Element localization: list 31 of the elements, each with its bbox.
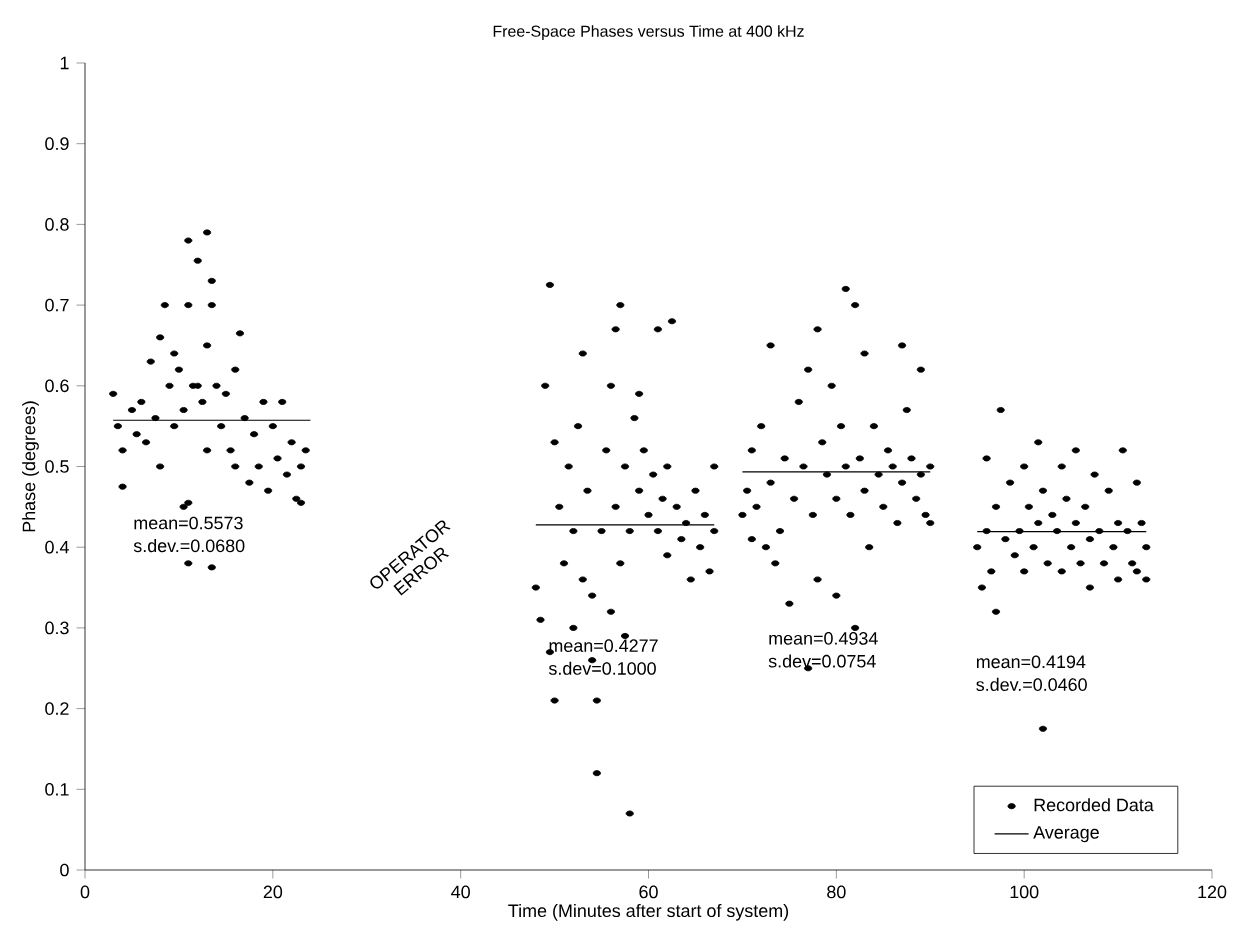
y-tick-label: 0.7 bbox=[45, 298, 69, 312]
x-tick-label: 60 bbox=[639, 885, 658, 899]
annotation: mean=0.4934 bbox=[769, 632, 878, 645]
annotation: s.dev=0.0754 bbox=[768, 654, 876, 668]
x-tick-label: 120 bbox=[1198, 885, 1227, 899]
y-axis-title: Phase (degrees) bbox=[22, 401, 39, 532]
y-tick-label: 0.9 bbox=[45, 137, 69, 151]
x-tick-label: 20 bbox=[263, 885, 283, 899]
y-tick-label: 0.8 bbox=[45, 218, 69, 231]
annotation: mean=0.4194 bbox=[976, 655, 1086, 669]
annotation: s.dev.=0.0460 bbox=[976, 677, 1087, 691]
x-tick-label: 80 bbox=[827, 885, 846, 899]
annotation: s.dev.=0.0680 bbox=[133, 538, 245, 553]
y-tick-label: 0 bbox=[60, 863, 69, 877]
y-tick-label: 0.6 bbox=[45, 379, 69, 393]
y-tick-label: 0.2 bbox=[45, 702, 69, 715]
y-tick-label: 1 bbox=[60, 56, 69, 70]
legend-label: Recorded Data bbox=[1034, 798, 1154, 812]
x-axis-title: Time (Minutes after start of system) bbox=[508, 903, 789, 921]
annotation: s.dev=0.1000 bbox=[548, 661, 656, 675]
x-tick-label: 0 bbox=[80, 885, 90, 899]
chart-title: Free-Space Phases versus Time at 400 kHz bbox=[493, 25, 804, 40]
y-tick-label: 0.1 bbox=[45, 782, 69, 796]
legend-label: Average bbox=[1033, 826, 1099, 843]
x-tick-label: 100 bbox=[1010, 885, 1039, 899]
y-tick-label: 0.5 bbox=[45, 460, 69, 473]
annotation: mean=0.4277 bbox=[549, 639, 658, 653]
y-tick-label: 0.4 bbox=[45, 540, 69, 554]
y-tick-label: 0.3 bbox=[45, 621, 69, 635]
x-tick-label: 40 bbox=[451, 885, 470, 899]
annotation: mean=0.5573 bbox=[134, 516, 243, 530]
